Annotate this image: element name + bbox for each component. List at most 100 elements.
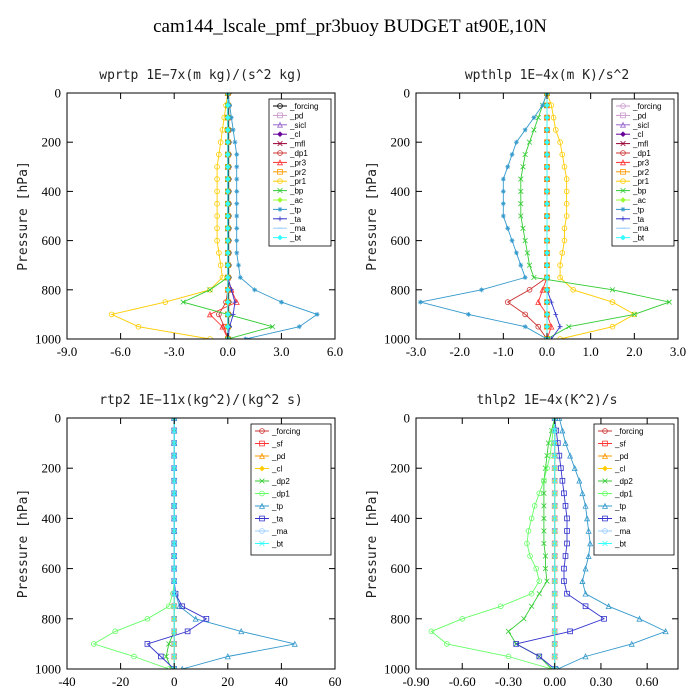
data-point-bt	[552, 515, 558, 522]
y-tick-label: 200	[42, 135, 62, 150]
panel-title: rtp2 1E−11x(kg^2)/(kg^2 s)	[99, 393, 303, 408]
legend-marker-forcing	[277, 103, 283, 109]
legend-marker-sf	[602, 440, 608, 447]
y-tick-label: 1000	[35, 662, 61, 677]
figure-title: cam144_lscale_pmf_pr3buoy BUDGET at90E,1…	[153, 16, 547, 37]
data-point-ta	[513, 641, 519, 647]
data-point-tp	[230, 127, 236, 133]
data-point-bt	[544, 127, 550, 133]
legend-label-pr2: _pr2	[289, 168, 307, 177]
data-point-tp	[500, 189, 506, 194]
legend-label-tp: _tp	[614, 502, 627, 511]
data-point-dp2	[544, 578, 550, 584]
legend-label-pd: _pd	[614, 452, 628, 461]
x-tick-label: 0.30	[590, 674, 613, 689]
y-axis-label: Pressure [hPa]	[365, 161, 380, 271]
legend-label-ac: _ac	[289, 196, 303, 205]
legend-marker-cl	[277, 131, 283, 138]
y-tick-label: 200	[42, 461, 62, 476]
y-tick-label: 0	[404, 411, 411, 426]
data-point-bt	[224, 188, 231, 195]
data-point-tp	[466, 312, 471, 317]
y-tick-label: 1000	[384, 332, 410, 347]
data-point-dp2	[541, 528, 547, 534]
data-point-bt	[552, 528, 558, 534]
series-line-dp1	[92, 418, 175, 669]
data-point-bt	[552, 452, 558, 459]
y-axis-label: Pressure [hPa]	[16, 161, 31, 271]
data-point-dp1	[144, 615, 151, 622]
data-point-bp	[631, 311, 638, 318]
y-tick-label: 0	[55, 86, 62, 101]
data-point-dp2	[163, 653, 169, 660]
data-point-bt	[171, 641, 177, 647]
data-point-bp	[518, 201, 524, 207]
data-point-dp1	[428, 628, 435, 635]
legend-marker-bt	[620, 234, 626, 241]
data-point-ta	[203, 616, 210, 622]
legend-label-sicl: _sicl	[632, 121, 649, 130]
legend-marker-pr3	[276, 159, 284, 166]
data-point-bt	[544, 274, 550, 281]
legend-marker-ma	[602, 528, 608, 534]
data-point-dp2	[541, 503, 547, 509]
legend-label-dp1: _dp1	[632, 149, 651, 158]
data-point-pr1	[561, 164, 568, 170]
legend-label-tp: _tp	[632, 205, 645, 214]
legend-label-dp1: _dp1	[289, 149, 308, 158]
data-point-pr1	[214, 225, 220, 232]
data-point-ta	[564, 590, 570, 597]
data-point-dp1	[522, 311, 528, 318]
legend-label-ma: _ma	[271, 527, 288, 536]
data-point-bp	[518, 176, 524, 182]
data-point-dp2	[505, 628, 512, 635]
data-point-bt	[552, 603, 558, 609]
data-point-tp	[234, 201, 240, 207]
data-point-tp	[237, 275, 243, 280]
data-point-tp	[505, 164, 511, 170]
data-point-ta	[582, 603, 589, 610]
data-point-dp1	[528, 590, 535, 597]
data-point-bt	[224, 311, 231, 318]
series-line-tp	[420, 93, 548, 339]
data-point-pr1	[559, 250, 566, 256]
y-axis-label: Pressure [hPa]	[16, 489, 31, 599]
data-point-dp1	[112, 628, 119, 635]
data-point-tp	[579, 577, 586, 584]
data-point-dp1	[535, 323, 542, 330]
data-point-dp1	[131, 653, 137, 660]
x-tick-label: 20	[221, 674, 234, 689]
x-tick-label: 0.0	[220, 344, 236, 359]
data-point-dp1	[444, 641, 450, 647]
x-tick-label: 2.0	[626, 344, 642, 359]
legend-label-sf: _sf	[271, 440, 283, 449]
data-point-bp	[520, 225, 526, 231]
data-point-dp2	[528, 603, 535, 609]
data-point-pr1	[609, 299, 616, 305]
data-point-tp	[314, 312, 320, 317]
data-point-bt	[224, 151, 231, 158]
legend-label-dp2: _dp2	[614, 477, 633, 486]
panel-wpthlp: wpthlp 1E−4x(m K)/s^2 Pressure [hPa] -3.0 -…	[365, 68, 686, 359]
legend-marker-forcing	[259, 428, 265, 434]
data-point-tp	[279, 299, 284, 305]
data-point-dp2	[166, 641, 172, 647]
data-point-bt	[544, 163, 550, 170]
legend-marker-cl	[620, 131, 626, 138]
data-point-tp	[531, 115, 537, 120]
data-point-bt	[544, 225, 550, 232]
data-point-bt	[552, 418, 558, 421]
legend-marker-dp2	[259, 478, 265, 484]
series-line-tp	[557, 418, 667, 669]
data-point-tp	[291, 640, 298, 647]
data-point-bp	[522, 151, 528, 158]
data-point-bt	[224, 225, 231, 232]
data-point-pr3	[539, 286, 546, 293]
data-point-bp	[666, 299, 672, 305]
data-point-pr1	[162, 299, 169, 305]
legend-marker-dp1	[277, 150, 283, 156]
data-point-bp	[526, 139, 533, 145]
data-point-pr1	[216, 151, 222, 158]
data-point-ta	[536, 653, 543, 660]
data-point-pr3	[206, 311, 213, 318]
